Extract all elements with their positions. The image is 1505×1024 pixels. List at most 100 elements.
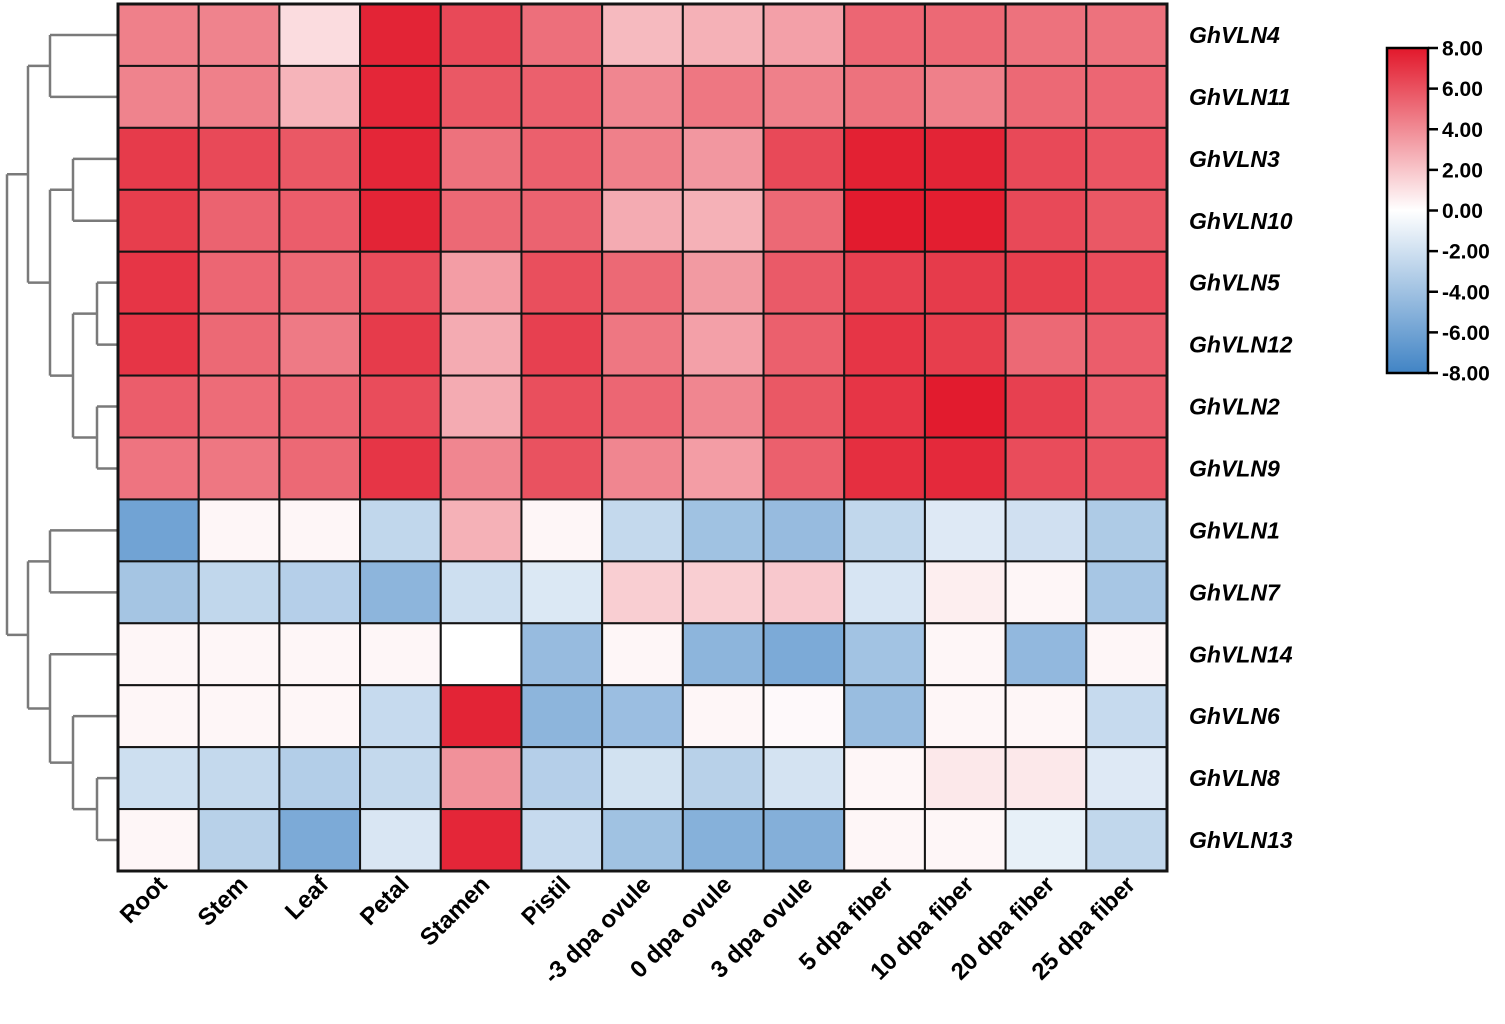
heatmap-cell <box>278 3 362 67</box>
heatmap-cell <box>843 746 926 811</box>
heatmap-cell <box>520 622 604 687</box>
heatmap-cell <box>1004 64 1088 129</box>
heatmap-cell <box>197 746 281 811</box>
heatmap-cell <box>1085 188 1169 253</box>
heatmap-cell <box>762 498 846 563</box>
heatmap-cell <box>762 126 846 191</box>
heatmap-cell <box>1085 250 1169 315</box>
heatmap-cell <box>359 188 442 253</box>
heatmap-cell <box>601 498 684 563</box>
heatmap-cell <box>278 622 362 687</box>
heatmap-cell <box>359 808 442 872</box>
heatmap-cell <box>923 250 1007 315</box>
row-label: GhVLN1 <box>1189 517 1280 543</box>
row-label: GhVLN12 <box>1189 332 1293 358</box>
heatmap-cell <box>117 126 200 191</box>
heatmap-cell <box>520 126 604 191</box>
heatmap-cell <box>1004 436 1088 501</box>
colorbar <box>1385 46 1430 375</box>
heatmap-cell <box>520 684 604 749</box>
colorbar-tick-label: -8.00 <box>1442 363 1490 386</box>
heatmap-cell <box>923 436 1007 501</box>
heatmap-cell <box>1085 746 1169 811</box>
heatmap-cell <box>601 188 684 253</box>
row-label: GhVLN9 <box>1189 455 1280 481</box>
heatmap-cell <box>601 374 684 439</box>
heatmap-cell <box>681 3 765 67</box>
heatmap-cell <box>923 312 1007 377</box>
heatmap-cell <box>117 808 200 872</box>
heatmap-cell <box>117 622 200 687</box>
heatmap-cell <box>762 3 846 67</box>
heatmap-cell <box>1085 436 1169 501</box>
heatmap-cell <box>117 250 200 315</box>
heatmap-cell <box>359 250 442 315</box>
heatmap-cell <box>1085 374 1169 439</box>
heatmap-cell <box>762 188 846 253</box>
heatmap-cell <box>923 64 1007 129</box>
heatmap-cell <box>601 64 684 129</box>
heatmap-cell <box>681 560 765 625</box>
heatmap-cell <box>1085 3 1169 67</box>
heatmap-cell <box>439 498 523 563</box>
heatmap-cell <box>359 622 442 687</box>
heatmap-cell <box>197 188 281 253</box>
heatmap-cell <box>197 3 281 67</box>
heatmap-cell <box>117 312 200 377</box>
heatmap-cell <box>359 560 442 625</box>
heatmap-cell <box>520 746 604 811</box>
heatmap-cell <box>843 374 926 439</box>
heatmap-cell <box>439 622 523 687</box>
heatmap-cell <box>117 746 200 811</box>
row-label: GhVLN3 <box>1189 146 1280 172</box>
colorbar-tick-label: 4.00 <box>1442 119 1483 142</box>
row-label: GhVLN13 <box>1189 827 1293 853</box>
colorbar-tick-label: 2.00 <box>1442 159 1483 182</box>
heatmap-cell <box>520 374 604 439</box>
heatmap-cell <box>762 250 846 315</box>
heatmap-cell <box>923 126 1007 191</box>
heatmap-cell <box>762 64 846 129</box>
heatmap-cell <box>923 3 1007 67</box>
heatmap-cell <box>843 188 926 253</box>
heatmap-cell <box>359 374 442 439</box>
heatmap-cell <box>197 374 281 439</box>
heatmap-cell <box>681 684 765 749</box>
heatmap-cell <box>278 374 362 439</box>
heatmap-cell <box>278 684 362 749</box>
heatmap-cell <box>601 808 684 872</box>
heatmap-cell <box>601 3 684 67</box>
heatmap-cell <box>923 622 1007 687</box>
heatmap-cell <box>197 436 281 501</box>
colorbar-tick-label: -4.00 <box>1442 281 1490 304</box>
heatmap-cell <box>117 374 200 439</box>
heatmap-cell <box>197 560 281 625</box>
heatmap-cell <box>843 3 926 67</box>
heatmap-cell <box>439 436 523 501</box>
heatmap-cell <box>197 250 281 315</box>
colorbar-tick-label: 8.00 <box>1442 38 1483 61</box>
heatmap-cell <box>1004 126 1088 191</box>
row-label: GhVLN8 <box>1189 765 1280 791</box>
heatmap-cell <box>520 498 604 563</box>
heatmap-cell <box>923 808 1007 872</box>
row-label: GhVLN14 <box>1189 641 1293 667</box>
heatmap-cell <box>278 64 362 129</box>
heatmap-cell <box>520 250 604 315</box>
heatmap-cell <box>601 746 684 811</box>
heatmap-cell <box>843 436 926 501</box>
heatmap-cell <box>681 498 765 563</box>
heatmap-cell <box>601 622 684 687</box>
heatmap-cell <box>601 684 684 749</box>
heatmap-cell <box>278 808 362 872</box>
heatmap-cell <box>681 374 765 439</box>
heatmap-cell <box>923 188 1007 253</box>
heatmap-cell <box>923 746 1007 811</box>
heatmap-cell <box>681 436 765 501</box>
heatmap-cell <box>439 746 523 811</box>
heatmap-cell <box>278 560 362 625</box>
heatmap-cell <box>359 312 442 377</box>
heatmap-cell <box>197 684 281 749</box>
heatmap-cell <box>359 126 442 191</box>
